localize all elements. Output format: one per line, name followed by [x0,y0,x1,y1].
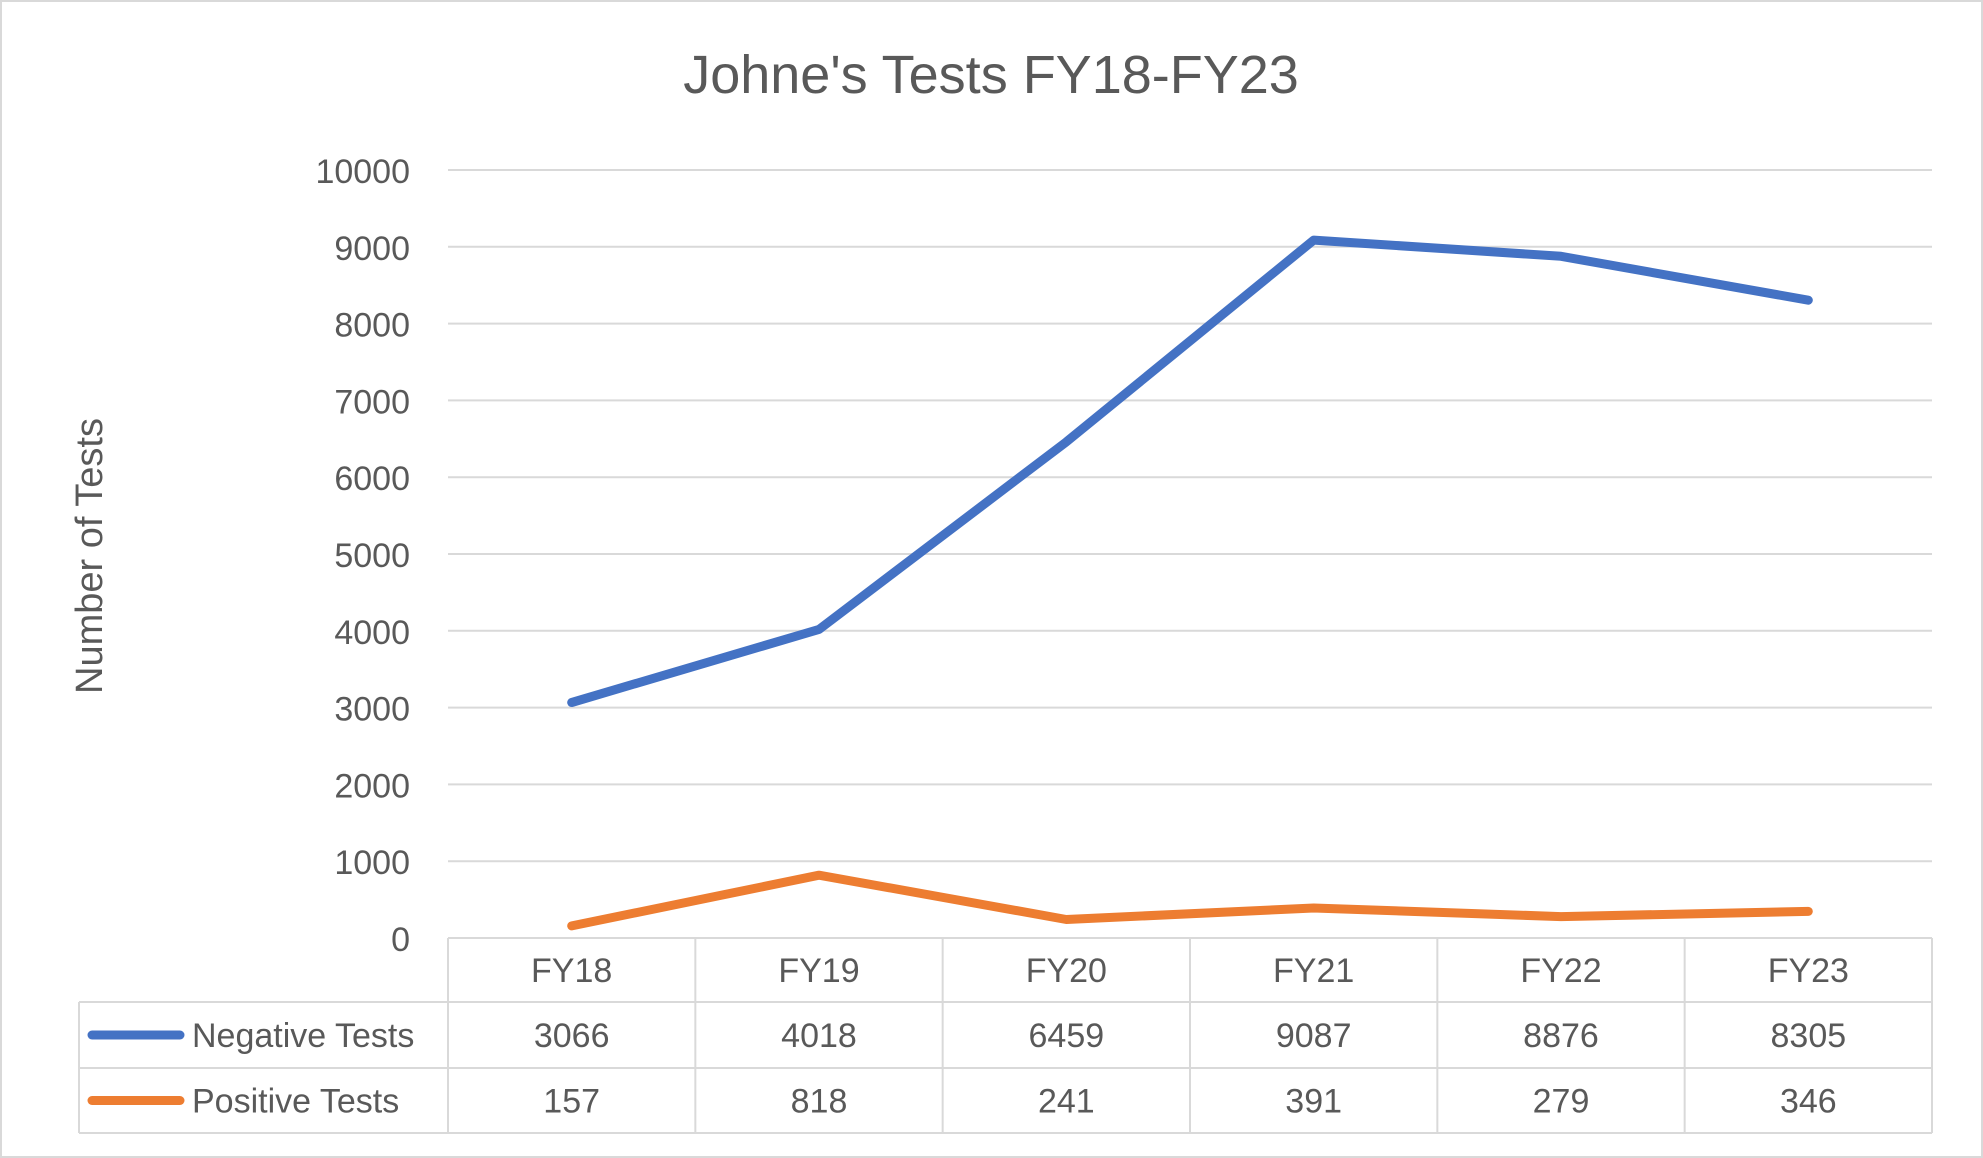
chart-title: Johne's Tests FY18-FY23 [683,45,1299,105]
series-line-positive [567,870,1813,931]
gridlines [448,169,1932,863]
table-value: 8876 [1523,1017,1599,1055]
table-value: 818 [791,1083,848,1121]
table-value: 9087 [1276,1017,1352,1055]
y-tick-label: 10000 [315,153,410,191]
table-value: 3066 [534,1017,610,1055]
y-tick-label: 0 [391,921,410,959]
category-label: FY20 [1026,952,1107,990]
y-tick-label: 9000 [334,230,410,268]
series-lines [567,235,1813,931]
y-tick-label: 7000 [334,383,410,421]
y-tick-label: 5000 [334,537,410,575]
table-value: 346 [1780,1083,1837,1121]
table-value: 4018 [781,1017,857,1055]
y-tick-label: 4000 [334,614,410,652]
category-label: FY21 [1273,952,1354,990]
category-label: FY18 [531,952,612,990]
category-label: FY22 [1520,952,1601,990]
table-value: 241 [1038,1083,1095,1121]
table-value: 157 [543,1083,600,1121]
series-line-negative [567,235,1813,707]
y-tick-label: 8000 [334,307,410,345]
data-table: FY18 FY19 FY20 FY21 FY22 FY23 Negative Tests 30… [78,937,1933,1134]
y-tick-label: 1000 [334,844,410,882]
category-label: FY19 [778,952,859,990]
y-tick-label: 3000 [334,691,410,729]
y-tick-label: 2000 [334,767,410,805]
table-value: 391 [1285,1083,1342,1121]
y-axis-label: Number of Tests [69,418,111,694]
y-axis-ticks: 0 1000 2000 3000 4000 5000 6000 7000 8000 9000 100… [315,153,410,959]
y-tick-label: 6000 [334,460,410,498]
legend-label: Positive Tests [192,1083,399,1121]
table-value: 279 [1533,1083,1590,1121]
table-value: 6459 [1029,1017,1105,1055]
category-label: FY23 [1768,952,1849,990]
legend-label: Negative Tests [192,1017,414,1055]
table-value: 8305 [1771,1017,1847,1055]
